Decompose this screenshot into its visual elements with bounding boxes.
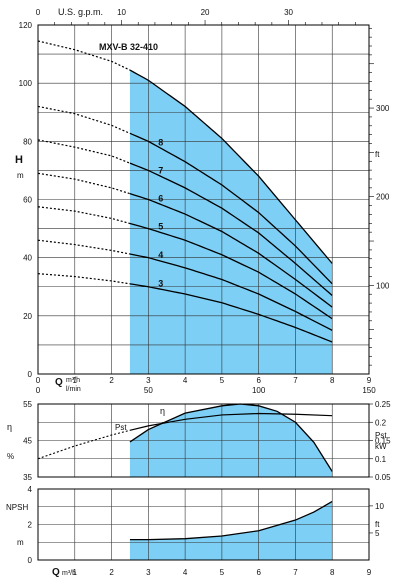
ft-tick-label: 100 [376,281,390,290]
curve-7-dotted [38,139,131,164]
npsh-curve [129,500,333,541]
npsh-tick-label: 2 [28,521,33,530]
y-tick-label: 120 [19,21,33,30]
pst-axis-unit: kW [375,442,387,451]
eta-tick-label: 35 [23,473,32,482]
npsh-x-tick-label: 5 [220,568,225,577]
x-unit-lmin: l/min [66,386,81,393]
curve-label-7: 7 [158,166,163,176]
npsh-x-tick-label: 6 [256,568,261,577]
ft-tick-label: 300 [376,104,390,113]
npsh-axis-unit: m [17,538,24,547]
curve-label-6: 6 [158,194,163,204]
operating-envelope-area [129,70,333,374]
curve-label-8: 8 [158,137,163,147]
curve-label-3: 3 [158,278,163,288]
x-tick-label: 0 [36,376,41,385]
gpm-tick-label: 0 [36,8,41,17]
eta-tick-label: 55 [23,400,32,409]
npsh-plot-frame [37,488,370,561]
pst-tick-label: 0.1 [375,455,387,464]
curve-6-dotted [38,172,131,195]
curve-max [129,69,333,264]
npsh-ft-tick-label: 10 [375,502,384,511]
lmin-tick-label: 0 [36,386,41,395]
curve-4-dotted [38,239,131,255]
npsh-x-axis-label: Q [52,567,60,578]
npsh-x-tick-label: 7 [293,568,298,577]
right-axis-label: ft [375,150,380,159]
npsh-x-tick-label: 2 [109,568,114,577]
pst-tick-label: 0.25 [375,400,391,409]
y-tick-label: 40 [23,254,32,263]
y-tick-label: 20 [23,312,32,321]
x-tick-label: 9 [367,376,372,385]
gpm-tick-label: 20 [201,8,210,17]
npsh-ft-tick-label: 5 [375,529,380,538]
lmin-tick-label: 50 [144,386,153,395]
x-tick-label: 8 [330,376,335,385]
npsh-tick-label: 4 [28,485,33,494]
x-tick-label: 1 [73,376,78,385]
npsh-area [129,501,333,560]
curve-5-dotted [38,206,131,225]
power-curve-dotted [37,429,131,460]
top-axis-label: U.S. g.p.m. [58,7,103,17]
npsh-x-tick-label: 1 [73,568,78,577]
pst-axis-label: Pst [375,431,387,440]
curve-5 [129,222,333,320]
chart-title: MXV-B 32-410 [99,42,158,52]
npsh-x-tick-label: 9 [367,568,372,577]
curve-8-dotted [38,105,131,134]
y-axis-unit: m [17,171,24,180]
pst-tick-label: 0.05 [375,473,391,482]
x-tick-label: 4 [183,376,188,385]
npsh-axis-label: NPSH [6,503,28,512]
y-tick-label: 80 [23,137,32,146]
main-plot-frame [37,24,370,375]
curve-4 [129,253,333,331]
lmin-tick-label: 150 [362,386,376,395]
y-tick-label: 0 [28,370,33,379]
gpm-tick-label: 30 [284,8,293,17]
lmin-tick-label: 100 [252,386,266,395]
x-tick-label: 2 [109,376,114,385]
curve-label-4: 4 [158,250,163,260]
npsh-tick-label: 0 [28,556,33,565]
npsh-x-tick-label: 4 [183,568,188,577]
y-axis-label: H [15,154,23,166]
x-axis-label: Q [55,377,63,388]
power-curve [129,412,333,431]
curve-label-5: 5 [158,222,163,232]
pst-curve-label: Pst [115,423,127,432]
npsh-x-unit: m³/h [62,570,76,577]
eta-curve-label: η [160,406,165,416]
y-tick-label: 100 [19,79,33,88]
x-tick-label: 5 [220,376,225,385]
pst-tick-label: 0.2 [375,418,387,427]
x-tick-label: 7 [293,376,298,385]
efficiency-curve [129,403,333,472]
curve-3 [129,283,333,343]
curve-7 [129,162,333,296]
gpm-tick-label: 10 [117,8,126,17]
npsh-x-tick-label: 3 [146,568,151,577]
npsh-ft-label: ft [375,520,380,529]
eta-axis-label: η [7,422,12,432]
x-tick-label: 3 [146,376,151,385]
curve-8 [129,132,333,285]
x-unit-m3h: m³/h [66,377,80,384]
pst-tick-label: 0.15 [375,437,391,446]
y-tick-label: 60 [23,196,32,205]
curve-3-dotted [38,273,131,285]
eta-axis-unit: % [7,452,14,461]
eta-tick-label: 45 [23,437,32,446]
ft-tick-label: 200 [376,193,390,202]
npsh-x-tick-label: 8 [330,568,335,577]
curve-6 [129,193,333,308]
x-tick-label: 6 [256,376,261,385]
